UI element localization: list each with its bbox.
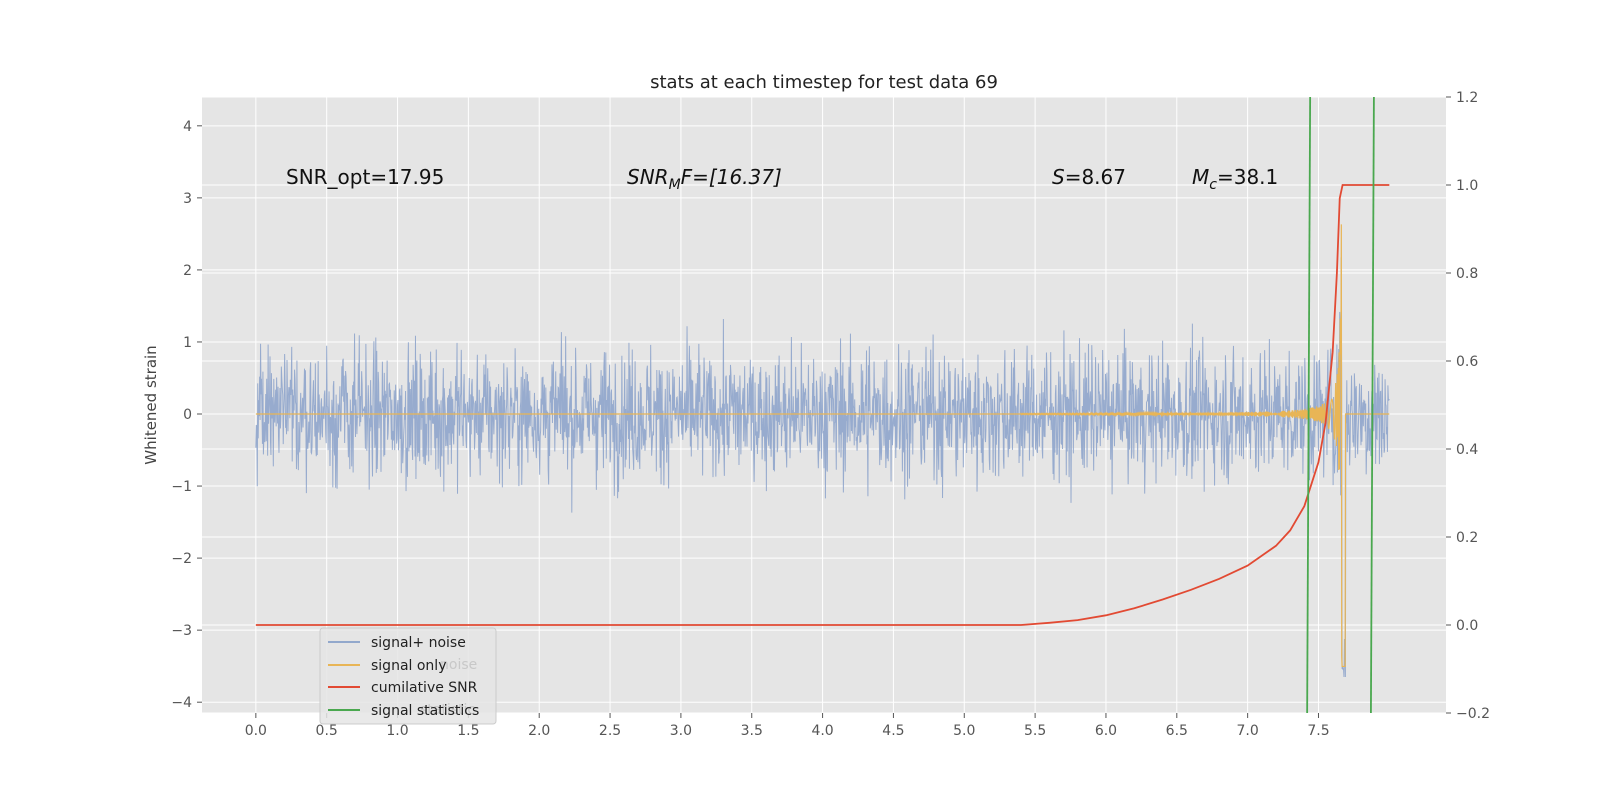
y-tick-label: 2 bbox=[183, 263, 192, 279]
x-tick-label: 5.5 bbox=[1024, 723, 1046, 739]
y-axis-label: Whitened strain bbox=[142, 345, 160, 464]
legend-label-signal-statistics: signal statistics bbox=[371, 703, 479, 719]
chart-title: stats at each timestep for test data 69 bbox=[650, 72, 998, 93]
legend-item-cumulative-snr: cumilative SNR bbox=[328, 680, 478, 696]
y2-tick-label: 0.6 bbox=[1456, 354, 1478, 370]
signal-only-line bbox=[255, 224, 1390, 668]
signal-noise-series bbox=[255, 257, 1390, 678]
y2-tick-label: 1.2 bbox=[1456, 90, 1478, 106]
signal-statistics-line-1 bbox=[1370, 96, 1375, 714]
x-tick-label: 4.0 bbox=[811, 723, 833, 739]
x-tick-label: 7.0 bbox=[1237, 723, 1259, 739]
y-tick-label: 0 bbox=[183, 407, 192, 423]
y-tick-label: −4 bbox=[171, 695, 192, 711]
y-tick-label: −1 bbox=[171, 479, 192, 495]
x-tick-label: 1.5 bbox=[457, 723, 479, 739]
signal-only-series bbox=[255, 224, 1390, 668]
legend-label-signal-noise: signal+ noise bbox=[371, 635, 466, 651]
legend-item-signal-only: signal only bbox=[328, 658, 446, 674]
y-tick-label: −2 bbox=[171, 551, 192, 567]
legend-ghost-noise: noise bbox=[440, 657, 477, 673]
y2-tick-label: 1.0 bbox=[1456, 178, 1478, 194]
legend-box bbox=[319, 627, 497, 725]
annotation-snr-mf: SNRMF=[16.37] bbox=[627, 165, 782, 193]
y-tick-label: 1 bbox=[183, 335, 192, 351]
legend: noise statistic signal+ noise signal onl… bbox=[319, 627, 497, 725]
x-tick-label: 2.0 bbox=[528, 723, 550, 739]
legend-item-signal-statistics: signal statistics bbox=[328, 703, 479, 719]
x-tick-label: 0.0 bbox=[245, 723, 267, 739]
y2-tick-label: −0.2 bbox=[1456, 706, 1490, 722]
y2-tick-label: 0.2 bbox=[1456, 530, 1478, 546]
x-tick-label: 3.0 bbox=[670, 723, 692, 739]
x-tick-label: 4.5 bbox=[882, 723, 904, 739]
cumulative-snr-series bbox=[255, 184, 1390, 626]
signal-noise-line bbox=[255, 257, 1390, 678]
cumulative-snr-line bbox=[255, 184, 1390, 626]
x-tick-label: 0.5 bbox=[316, 723, 338, 739]
y-tick-label: 3 bbox=[183, 191, 192, 207]
y2-tick-label: 0.4 bbox=[1456, 442, 1478, 458]
x-tick-label: 1.0 bbox=[386, 723, 408, 739]
legend-item-signal-noise: signal+ noise bbox=[328, 635, 466, 651]
legend-label-cumulative-snr: cumilative SNR bbox=[371, 680, 478, 696]
y-axis-ticks: −4 −3 −2 −1 0 1 2 3 4 bbox=[171, 119, 202, 711]
x-tick-label: 6.0 bbox=[1095, 723, 1117, 739]
signal-statistics-line-0 bbox=[1306, 96, 1312, 714]
x-tick-label: 7.5 bbox=[1307, 723, 1329, 739]
y2-tick-label: 0.0 bbox=[1456, 618, 1478, 634]
y-tick-label: 4 bbox=[183, 119, 192, 135]
annotation-mc: Mc=38.1 bbox=[1192, 165, 1278, 193]
legend-label-signal-only: signal only bbox=[371, 658, 446, 674]
legend-ghost-statistic: statistic bbox=[420, 702, 475, 718]
y-tick-label: −3 bbox=[171, 623, 192, 639]
annotation-s: S=8.67 bbox=[1052, 165, 1126, 189]
y2-tick-label: 0.8 bbox=[1456, 266, 1478, 282]
signal-statistics-series bbox=[1306, 96, 1375, 714]
x-axis-ticks: 0.0 0.5 1.0 1.5 2.0 2.5 3.0 3.5 4.0 4.5 5.0 5.5 6.0 6… bbox=[245, 713, 1330, 739]
x-tick-label: 2.5 bbox=[599, 723, 621, 739]
grid-lines bbox=[202, 96, 1446, 714]
y2-axis-ticks: −0.2 0.0 0.2 0.4 0.6 0.8 1.0 1.2 bbox=[1446, 90, 1490, 722]
annotation-snr-opt: SNR_opt=17.95 bbox=[286, 165, 444, 189]
x-tick-label: 6.5 bbox=[1166, 723, 1188, 739]
x-tick-label: 3.5 bbox=[741, 723, 763, 739]
x-tick-label: 5.0 bbox=[953, 723, 975, 739]
